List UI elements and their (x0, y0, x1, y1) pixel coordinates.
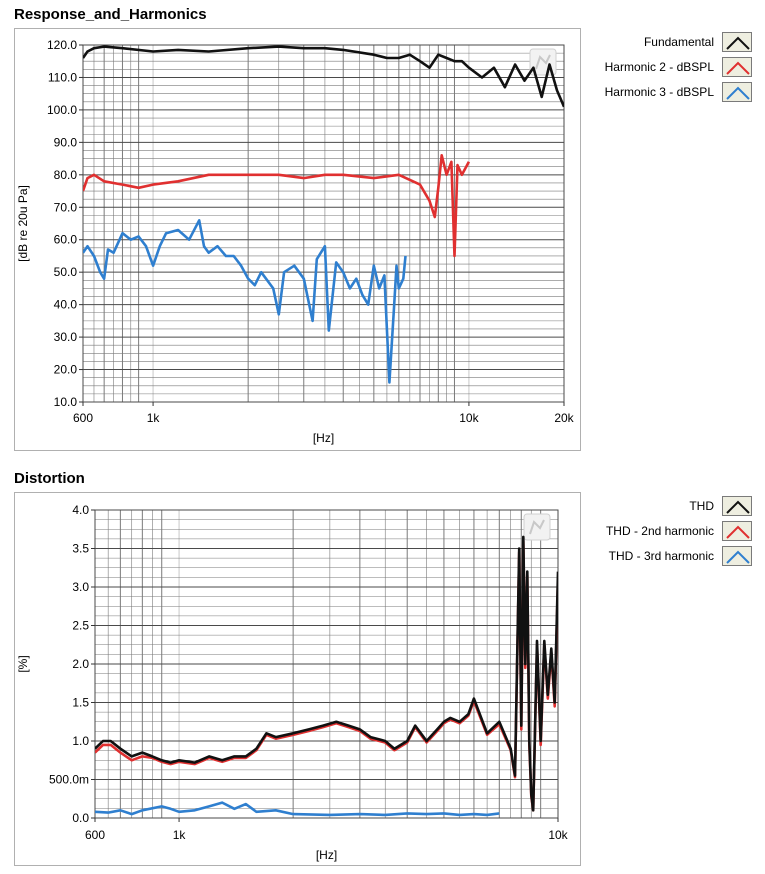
legend-swatch-icon[interactable] (722, 546, 752, 566)
legend-label: THD (689, 499, 714, 513)
legend-swatch-icon[interactable] (722, 496, 752, 516)
legend-item[interactable]: THD - 3rd harmonic (609, 544, 752, 568)
graph-tools-icon-glyph (529, 519, 545, 535)
distortion-chart-svg: 0.0 500.0m 1.0 1.5 2.0 2.5 3.0 3.5 4.0 600 1k 10k [H… (16, 503, 569, 862)
series-group (83, 45, 564, 384)
series-line-thd (95, 535, 558, 812)
plot-frame (82, 44, 565, 403)
x-tick-label: 1k (173, 828, 187, 842)
y-tick-label: 4.0 (72, 503, 89, 517)
y-tick-label: 30.0 (54, 330, 78, 344)
legend-swatch-glyph (726, 36, 750, 50)
x-tick-label: 1k (147, 411, 161, 425)
y-tick-label: 1.5 (72, 696, 89, 710)
distortion-chart-panel: 0.0 500.0m 1.0 1.5 2.0 2.5 3.0 3.5 4.0 600 1k 10k [H… (14, 492, 581, 866)
response-legend: Fundamental Harmonic 2 - dBSPL Harmonic 3 … (582, 30, 752, 120)
x-tick-label: 600 (73, 411, 93, 425)
legend-swatch-glyph (726, 550, 750, 564)
y-tick-label: 50.0 (54, 265, 78, 279)
y-tick-label: 1.0 (72, 734, 89, 748)
y-tick-label: 100.0 (47, 103, 77, 117)
series-line-thd-3rd-harmonic (95, 801, 500, 817)
distortion-chart-title: Distortion (14, 470, 85, 487)
y-tick-label: 2.5 (72, 619, 89, 633)
y-tick-label: 70.0 (54, 200, 78, 214)
legend-swatch-icon[interactable] (722, 521, 752, 541)
response-chart-panel: 10.0 20.0 30.0 40.0 50.0 60.0 70.0 80.0 90.0 100.… (14, 28, 581, 451)
grid (82, 44, 565, 403)
legend-item[interactable]: THD (689, 494, 752, 518)
legend-item[interactable]: Fundamental (644, 30, 752, 54)
legend-label: THD - 3rd harmonic (608, 549, 714, 563)
y-tick-label: 120.0 (47, 38, 77, 52)
y-tick-label: 2.0 (72, 657, 89, 671)
y-tick-label: 90.0 (54, 135, 78, 149)
legend-swatch-glyph (726, 86, 750, 100)
graph-tools-icon-glyph (535, 54, 551, 70)
legend-label: Harmonic 2 - dBSPL (604, 60, 714, 74)
series-line-fundamental (83, 45, 564, 108)
legend-swatch-glyph (726, 525, 750, 539)
graph-tools-icon-bg (523, 513, 551, 541)
y-tick-label: 80.0 (54, 168, 78, 182)
x-tick-label: 600 (85, 828, 105, 842)
y-tick-label: 500.0m (49, 773, 89, 787)
graph-tools-icon[interactable] (523, 513, 551, 541)
legend-item[interactable]: Harmonic 3 - dBSPL (605, 80, 752, 104)
y-tick-label: 20.0 (54, 363, 78, 377)
y-tick-label: 3.5 (72, 542, 89, 556)
y-tick-label: 3.0 (72, 580, 89, 594)
legend-label: THD - 2nd harmonic (605, 524, 714, 538)
y-tick-label: 110.0 (48, 70, 77, 84)
legend-swatch-icon[interactable] (722, 57, 752, 77)
x-tick-label: 20k (554, 411, 574, 425)
y-axis-title: [dB re 20u Pa] (16, 185, 30, 262)
legend-swatch-icon[interactable] (722, 32, 752, 52)
grid (94, 509, 559, 819)
response-chart-svg: 10.0 20.0 30.0 40.0 50.0 60.0 70.0 80.0 90.0 100.… (16, 38, 575, 445)
x-axis-title: [Hz] (313, 431, 334, 445)
series-group (95, 535, 558, 817)
legend-item[interactable]: THD - 2nd harmonic (606, 519, 752, 543)
series-line-harmonic-2-dbspl (83, 154, 471, 258)
legend-label: Harmonic 3 - dBSPL (604, 85, 714, 99)
distortion-legend: THD THD - 2nd harmonic THD - 3rd harmonic (582, 494, 752, 584)
x-tick-label: 10k (548, 828, 568, 842)
x-tick-label: 10k (459, 411, 479, 425)
y-axis-title: [%] (16, 655, 30, 672)
y-tick-label: 10.0 (54, 395, 78, 409)
y-tick-label: 40.0 (54, 298, 78, 312)
legend-swatch-icon[interactable] (722, 82, 752, 102)
response-chart-title: Response_and_Harmonics (14, 6, 207, 23)
legend-swatch-glyph (726, 500, 750, 514)
legend-swatch-glyph (726, 61, 750, 75)
y-tick-label: 0.0 (72, 811, 89, 825)
legend-item[interactable]: Harmonic 2 - dBSPL (605, 55, 752, 79)
legend-label: Fundamental (643, 35, 714, 49)
y-tick-label: 60.0 (54, 233, 78, 247)
x-axis-title: [Hz] (316, 848, 337, 862)
series-line-harmonic-3-dbspl (83, 219, 407, 384)
